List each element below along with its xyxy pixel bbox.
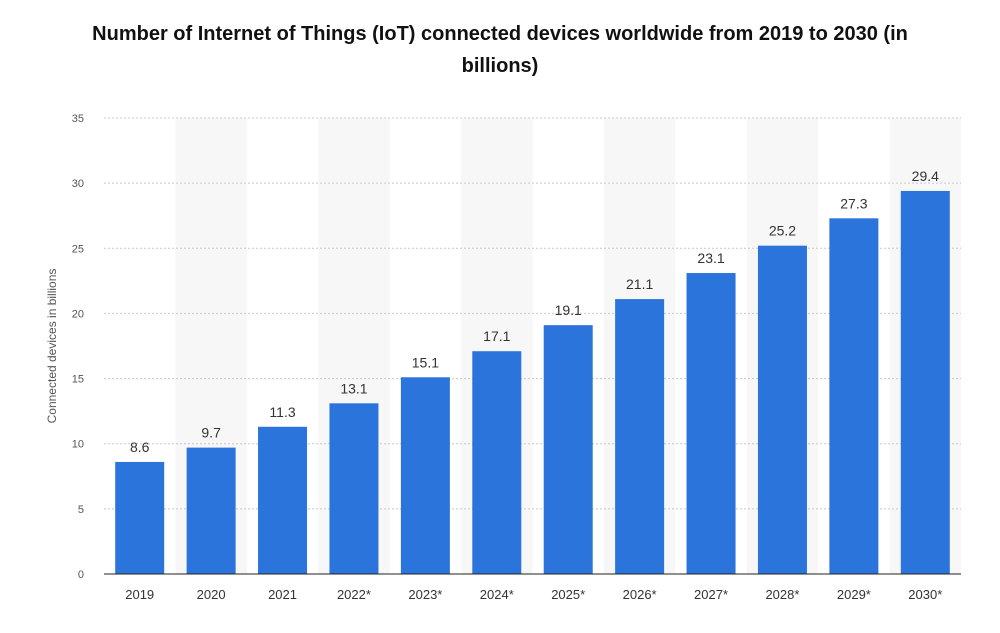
bar <box>829 218 879 574</box>
bar <box>900 190 950 574</box>
bar <box>258 426 308 574</box>
bars <box>115 190 950 574</box>
y-tick-labels: 0 5 10 15 20 25 30 35 <box>72 113 84 581</box>
value-label: 8.6 <box>130 439 150 455</box>
x-tick-label: 2027* <box>694 587 728 602</box>
x-tick-label: 2022* <box>337 587 371 602</box>
y-tick-label: 25 <box>72 243 84 255</box>
x-tick-label: 2030* <box>908 587 942 602</box>
bar <box>472 351 522 574</box>
value-label: 9.7 <box>201 425 221 441</box>
chart-title: Number of Internet of Things (IoT) conne… <box>92 23 908 77</box>
value-label: 29.4 <box>912 168 939 184</box>
x-tick-label: 2019 <box>125 587 154 602</box>
bar <box>186 447 236 574</box>
bar <box>615 299 665 574</box>
y-tick-label: 0 <box>78 569 84 581</box>
x-tick-label: 2020 <box>197 587 226 602</box>
bar <box>329 403 379 574</box>
bar <box>757 245 807 574</box>
y-tick-label: 5 <box>78 504 84 516</box>
x-tick-label: 2029* <box>837 587 871 602</box>
x-tick-label: 2026* <box>623 587 657 602</box>
x-tick-label: 2025* <box>551 587 585 602</box>
x-tick-labels: 2019 2020 2021 2022* 2023* 2024* 2025* 2026* 202… <box>125 587 942 602</box>
y-axis-label: Connected devices in billions <box>45 269 59 424</box>
x-tick-label: 2021 <box>268 587 297 602</box>
y-tick-label: 20 <box>72 308 84 320</box>
value-label: 21.1 <box>626 276 653 292</box>
y-tick-label: 30 <box>72 178 84 190</box>
value-label: 25.2 <box>769 223 796 239</box>
value-label: 13.1 <box>340 380 367 396</box>
value-label: 11.3 <box>269 404 295 420</box>
value-labels: 8.6 9.7 11.3 13.1 15.1 17.1 19.1 21.1 23.1 25.2 27… <box>130 168 939 455</box>
value-label: 15.1 <box>412 354 439 370</box>
bar <box>115 461 165 574</box>
x-tick-label: 2028* <box>765 587 799 602</box>
y-tick-label: 15 <box>72 374 84 386</box>
bar <box>686 273 736 574</box>
bar <box>543 325 593 574</box>
bar <box>400 377 450 574</box>
value-label: 19.1 <box>555 302 582 318</box>
x-tick-label: 2024* <box>480 587 514 602</box>
y-tick-label: 10 <box>72 439 84 451</box>
x-tick-label: 2023* <box>408 587 442 602</box>
value-label: 17.1 <box>483 328 510 344</box>
value-label: 23.1 <box>697 250 724 266</box>
gridlines <box>104 117 961 510</box>
y-tick-label: 35 <box>72 113 84 125</box>
value-label: 27.3 <box>840 195 867 211</box>
